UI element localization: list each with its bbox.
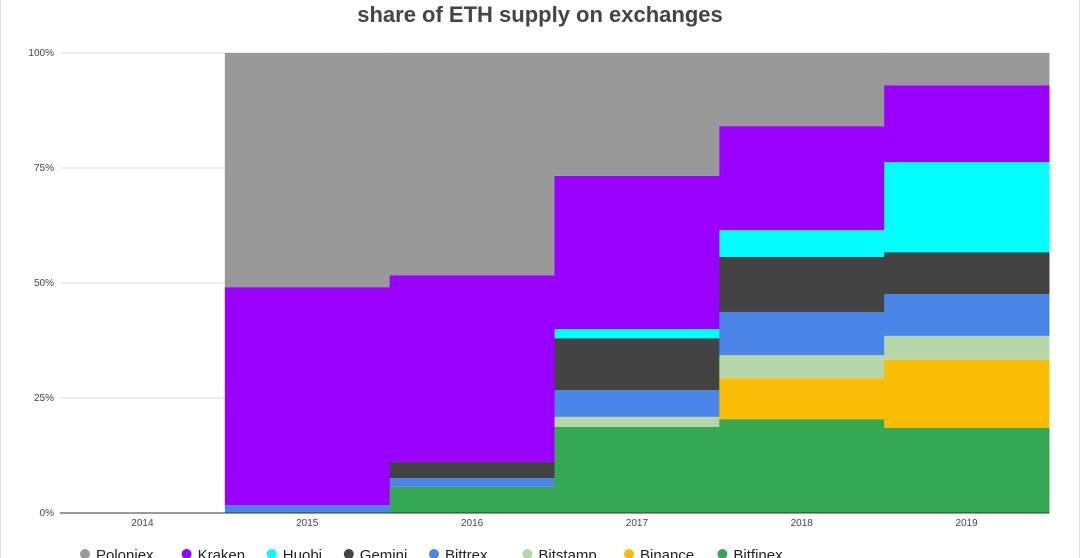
legend-marker xyxy=(266,549,277,558)
area-segment-bitstamp-2019 xyxy=(884,335,1050,360)
area-segment-kraken-2017 xyxy=(554,175,720,329)
area-segment-gemini-2016 xyxy=(389,461,555,479)
y-tick-label: 50% xyxy=(34,278,54,289)
area-segment-gemini-2019 xyxy=(884,252,1050,295)
legend-item-huobi[interactable]: Huobi xyxy=(266,547,322,558)
area-segment-huobi-2017 xyxy=(554,329,720,339)
legend-label: Binance xyxy=(640,547,694,558)
area-segment-bittrex-2019 xyxy=(884,294,1050,336)
legend-item-bittrex[interactable]: Bittrex xyxy=(429,547,488,558)
x-tick-label: 2014 xyxy=(131,518,154,529)
area-segment-bittrex-2018 xyxy=(719,311,885,356)
area-segment-kraken-2015 xyxy=(224,287,391,506)
area-segment-kraken-2018 xyxy=(719,126,885,231)
legend-marker xyxy=(80,549,90,558)
legend-item-gemini[interactable]: Gemini xyxy=(343,547,408,558)
x-tick-label: 2017 xyxy=(626,518,649,529)
legend-marker xyxy=(624,549,634,558)
legend-label: Bitstamp xyxy=(538,547,596,558)
area-segment-poloniex-2016 xyxy=(389,53,555,276)
y-tick-label: 0% xyxy=(40,508,55,519)
legend-marker xyxy=(717,549,728,558)
area-segment-binance-2019 xyxy=(884,359,1050,428)
x-tick-label: 2015 xyxy=(296,518,319,529)
area-segment-binance-2018 xyxy=(719,378,885,420)
legend-item-poloniex[interactable]: Poloniex xyxy=(80,547,154,558)
area-segment-bittrex-2017 xyxy=(554,390,720,417)
legend-label: Huobi xyxy=(283,547,322,558)
area-segment-poloniex-2018 xyxy=(719,53,885,127)
legend-item-bitstamp[interactable]: Bitstamp xyxy=(522,547,597,558)
legend-item-binance[interactable]: Binance xyxy=(624,547,694,558)
legend-item-kraken[interactable]: Kraken xyxy=(181,547,246,558)
area-segment-gemini-2018 xyxy=(719,256,885,312)
x-tick-label: 2019 xyxy=(955,518,978,529)
area-segment-huobi-2019 xyxy=(884,162,1050,253)
legend-label: Bittrex xyxy=(445,547,488,558)
area-segment-bittrex-2016 xyxy=(389,478,555,487)
legend-label: Poloniex xyxy=(96,547,154,558)
legend-label: Bitfinex xyxy=(733,547,783,558)
area-segment-bitfinex-2016 xyxy=(389,486,555,513)
area-segment-huobi-2018 xyxy=(719,230,885,257)
area-segment-bitstamp-2018 xyxy=(719,355,885,379)
legend-marker xyxy=(429,549,439,558)
y-tick-label: 100% xyxy=(28,48,54,59)
legend-label: Kraken xyxy=(198,547,246,558)
legend-item-bitfinex[interactable]: Bitfinex xyxy=(717,547,783,558)
chart-title: share of ETH supply on exchanges xyxy=(357,2,723,27)
area-segment-bitfinex-2017 xyxy=(554,426,720,513)
area-segment-poloniex-2019 xyxy=(884,53,1050,86)
area-segment-bitstamp-2017 xyxy=(554,416,720,427)
legend-label: Gemini xyxy=(360,547,408,558)
area-segment-poloniex-2017 xyxy=(554,53,720,176)
legend-marker xyxy=(343,549,354,558)
legend-marker xyxy=(522,549,533,558)
x-tick-label: 2018 xyxy=(791,518,814,529)
x-tick-label: 2016 xyxy=(461,518,484,529)
y-tick-label: 75% xyxy=(34,163,54,174)
area-segment-kraken-2019 xyxy=(884,85,1050,163)
y-tick-label: 25% xyxy=(34,393,54,404)
area-segment-bitfinex-2019 xyxy=(884,427,1050,513)
area-segment-poloniex-2015 xyxy=(224,53,391,288)
legend-marker xyxy=(181,549,192,558)
area-segment-kraken-2016 xyxy=(389,275,555,462)
area-segment-bittrex-2015 xyxy=(224,505,391,513)
area-segment-gemini-2017 xyxy=(554,338,720,391)
area-segment-bitfinex-2018 xyxy=(719,419,885,513)
